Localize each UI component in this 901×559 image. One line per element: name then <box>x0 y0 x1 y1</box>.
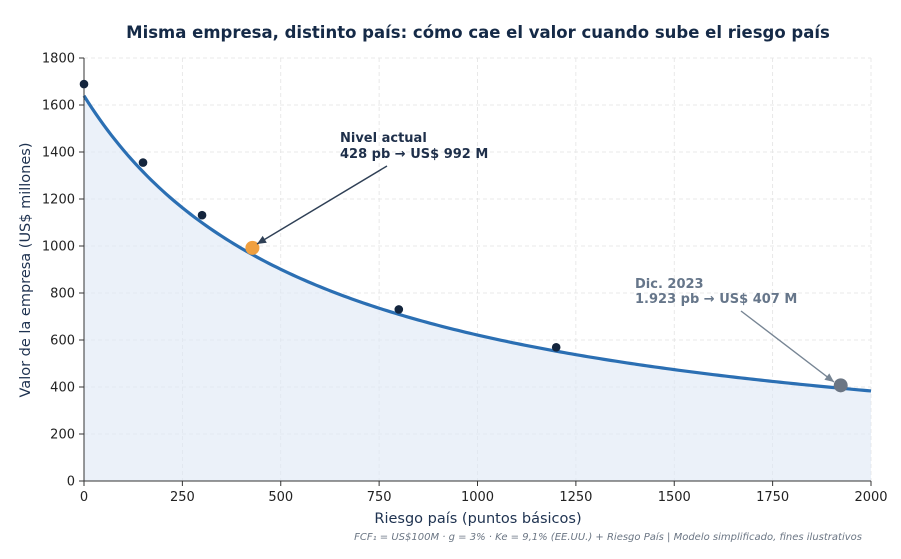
highlight-point-current <box>245 240 260 255</box>
y-tick-label: 1800 <box>42 52 75 67</box>
annotation-current-line2: 428 pb → US$ 992 M <box>340 147 488 162</box>
x-tick-label: 1250 <box>559 490 592 505</box>
annotation-dec-line2: 1.923 pb → US$ 407 M <box>635 292 797 307</box>
x-tick-label: 2000 <box>854 490 887 505</box>
x-tick-label: 750 <box>367 490 392 505</box>
annotation-dec-line1: Dic. 2023 <box>635 277 704 292</box>
arrow-current <box>256 165 388 245</box>
x-tick-label: 0 <box>80 490 88 505</box>
y-tick-label: 1600 <box>42 99 75 114</box>
chart-title: Misma empresa, distinto país: cómo cae e… <box>126 23 830 42</box>
data-point <box>394 305 404 314</box>
y-tick-label: 600 <box>50 334 75 349</box>
arrow-dec <box>740 310 835 383</box>
area-fill <box>84 95 871 481</box>
x-tick-label: 1500 <box>658 490 691 505</box>
y-tick-label: 1400 <box>42 146 75 161</box>
y-tick-label: 1200 <box>42 193 75 208</box>
annotation-current: Nivel actual 428 pb → US$ 992 M <box>256 131 488 245</box>
y-tick-label: 400 <box>50 381 75 396</box>
arrowhead-current <box>257 235 267 244</box>
data-point <box>551 342 561 352</box>
data-point <box>79 79 89 89</box>
data-point <box>138 158 148 167</box>
x-tick-label: 1000 <box>461 490 494 505</box>
data-point <box>197 210 207 220</box>
y-tick-label: 800 <box>50 287 75 302</box>
annotation-current-line1: Nivel actual <box>340 131 427 146</box>
highlight-point-dec <box>833 378 848 393</box>
footnote: FCF₁ = US$100M · g = 3% · Ke = 9,1% (EE.… <box>354 531 862 543</box>
x-tick-label: 500 <box>268 490 293 505</box>
annotation-dec: Dic. 2023 1.923 pb → US$ 407 M <box>635 277 835 383</box>
y-tick-label: 0 <box>67 475 75 490</box>
x-axis-label: Riesgo país (puntos básicos) <box>374 511 581 527</box>
markers <box>79 79 848 393</box>
arrowhead-dec <box>824 373 834 382</box>
x-tick-label: 1750 <box>756 490 789 505</box>
y-axis-label: Valor de la empresa (US$ millones) <box>18 143 34 398</box>
x-ticks: 0 250 500 750 1000 1250 1500 1750 2000 <box>80 481 888 505</box>
y-ticks: 0 200 400 600 800 1000 1200 1400 1600 1800 <box>42 52 84 490</box>
y-tick-label: 1000 <box>42 240 75 255</box>
x-tick-label: 250 <box>170 490 195 505</box>
y-tick-label: 200 <box>50 428 75 443</box>
valuation-curve <box>82 94 872 393</box>
